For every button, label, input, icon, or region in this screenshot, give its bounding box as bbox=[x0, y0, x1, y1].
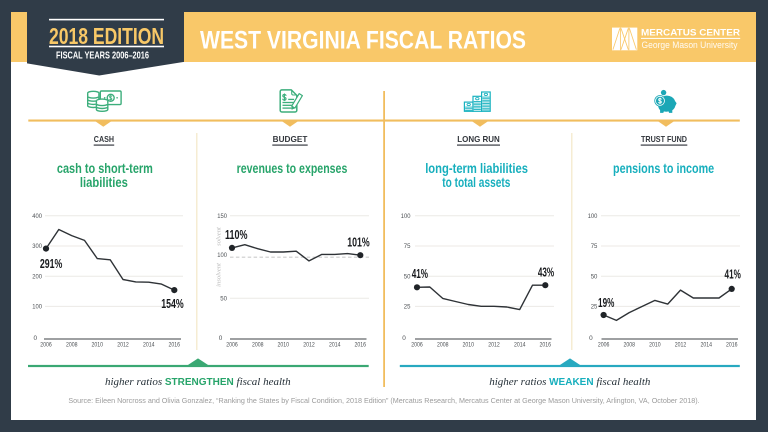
svg-text:insolvent: insolvent bbox=[216, 263, 223, 287]
svg-text:110%: 110% bbox=[225, 227, 248, 242]
svg-text:2018 EDITION: 2018 EDITION bbox=[49, 23, 164, 49]
svg-text:100: 100 bbox=[401, 213, 411, 220]
svg-text:2006: 2006 bbox=[226, 342, 238, 349]
svg-text:2006: 2006 bbox=[411, 342, 423, 349]
svg-text:BUDGET: BUDGET bbox=[273, 134, 308, 144]
svg-text:liabilities: liabilities bbox=[80, 175, 128, 190]
svg-text:revenues to expenses: revenues to expenses bbox=[237, 161, 348, 176]
svg-text:0: 0 bbox=[402, 335, 406, 342]
svg-text:TRUST FUND: TRUST FUND bbox=[641, 134, 687, 144]
svg-text:2010: 2010 bbox=[278, 342, 290, 349]
svg-text:50: 50 bbox=[591, 273, 598, 280]
svg-text:200: 200 bbox=[32, 273, 42, 280]
svg-text:2014: 2014 bbox=[700, 342, 712, 349]
svg-text:cash to short-term: cash to short-term bbox=[57, 161, 153, 176]
svg-text:400: 400 bbox=[32, 213, 42, 220]
svg-text:75: 75 bbox=[404, 243, 411, 250]
svg-text:100: 100 bbox=[32, 304, 42, 311]
svg-text:LONG RUN: LONG RUN bbox=[457, 134, 500, 144]
svg-text:291%: 291% bbox=[40, 256, 63, 271]
svg-text:0: 0 bbox=[33, 335, 37, 342]
svg-text:100: 100 bbox=[217, 252, 227, 259]
svg-text:2014: 2014 bbox=[514, 342, 526, 349]
svg-text:2006: 2006 bbox=[40, 342, 52, 349]
svg-text:2016: 2016 bbox=[726, 342, 738, 349]
svg-text:2012: 2012 bbox=[488, 342, 500, 349]
svg-text:Source: Eileen Norcross and Ol: Source: Eileen Norcross and Olivia Gonza… bbox=[68, 396, 699, 405]
svg-text:2014: 2014 bbox=[329, 342, 341, 349]
svg-text:100: 100 bbox=[588, 213, 598, 220]
svg-text:43%: 43% bbox=[538, 264, 555, 279]
svg-text:101%: 101% bbox=[347, 235, 370, 250]
svg-text:2010: 2010 bbox=[649, 342, 661, 349]
svg-text:pensions to income: pensions to income bbox=[613, 161, 714, 176]
svg-text:50: 50 bbox=[404, 273, 411, 280]
svg-text:2016: 2016 bbox=[540, 342, 552, 349]
svg-text:FISCAL YEARS 2006–2016: FISCAL YEARS 2006–2016 bbox=[56, 51, 149, 62]
svg-text:2008: 2008 bbox=[437, 342, 449, 349]
svg-text:to total assets: to total assets bbox=[442, 175, 510, 190]
svg-text:25: 25 bbox=[591, 304, 598, 311]
svg-text:75: 75 bbox=[591, 243, 598, 250]
svg-text:41%: 41% bbox=[725, 267, 742, 282]
svg-text:19%: 19% bbox=[598, 295, 615, 310]
svg-text:41%: 41% bbox=[412, 266, 429, 281]
svg-text:2016: 2016 bbox=[355, 342, 367, 349]
svg-text:2008: 2008 bbox=[66, 342, 78, 349]
svg-text:25: 25 bbox=[404, 304, 411, 311]
svg-text:0: 0 bbox=[589, 335, 593, 342]
svg-text:50: 50 bbox=[220, 296, 227, 303]
svg-text:MERCATUS CENTER: MERCATUS CENTER bbox=[641, 27, 740, 37]
svg-text:2008: 2008 bbox=[623, 342, 635, 349]
svg-text:300: 300 bbox=[32, 243, 42, 250]
svg-text:2006: 2006 bbox=[598, 342, 610, 349]
svg-text:2010: 2010 bbox=[463, 342, 475, 349]
svg-text:150: 150 bbox=[217, 213, 227, 220]
svg-text:George Mason University: George Mason University bbox=[642, 40, 738, 51]
svg-text:WEST VIRGINIA FISCAL RATIOS: WEST VIRGINIA FISCAL RATIOS bbox=[200, 27, 526, 55]
svg-text:2008: 2008 bbox=[252, 342, 264, 349]
svg-text:long-term liabilities: long-term liabilities bbox=[425, 161, 528, 176]
svg-text:solvent: solvent bbox=[216, 227, 223, 246]
svg-text:2014: 2014 bbox=[143, 342, 155, 349]
svg-text:higher ratios STRENGTHEN fisca: higher ratios STRENGTHEN fiscal health bbox=[105, 376, 291, 388]
svg-text:154%: 154% bbox=[161, 296, 184, 311]
svg-text:CASH: CASH bbox=[94, 134, 114, 144]
svg-text:2010: 2010 bbox=[92, 342, 104, 349]
svg-text:0: 0 bbox=[219, 335, 223, 342]
svg-text:higher ratios WEAKEN fiscal he: higher ratios WEAKEN fiscal health bbox=[489, 376, 651, 388]
svg-text:2012: 2012 bbox=[303, 342, 315, 349]
svg-text:2012: 2012 bbox=[675, 342, 687, 349]
svg-text:2012: 2012 bbox=[117, 342, 129, 349]
svg-text:2016: 2016 bbox=[169, 342, 181, 349]
